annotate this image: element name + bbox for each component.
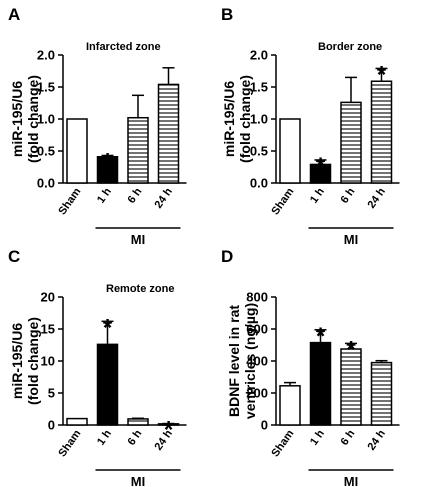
bar — [340, 101, 362, 184]
bar — [157, 83, 180, 184]
y-axis-label-line: (fold change) — [25, 317, 41, 405]
significance-asterisk: * — [377, 61, 387, 88]
group-label: MI — [131, 474, 145, 487]
y-tick-label: 5 — [48, 386, 55, 401]
significance-asterisk: * — [346, 336, 356, 363]
y-axis-label: miR-195/U6(fold change) — [9, 75, 41, 163]
panel-b: B Border zone miR-195/U6(fold change) 0.0 0.… — [221, 5, 400, 247]
x-tick-label: Sham — [56, 186, 83, 218]
y-tick-label: 200 — [246, 386, 268, 401]
significance-asterisk: * — [316, 153, 326, 180]
chart-title: Infarcted zone — [86, 41, 161, 53]
y-tick-label: 600 — [246, 322, 268, 337]
x-tick-label: 1 h — [95, 186, 114, 206]
y-tick-label: 0 — [261, 418, 268, 433]
y-axis-label: miR-195/U6(fold change) — [221, 75, 253, 163]
x-tick-label: 24 h — [152, 186, 175, 211]
y-tick-label: 400 — [246, 354, 268, 369]
x-tick-label: 1 h — [308, 186, 327, 206]
y-tick-label: 0.0 — [250, 176, 268, 191]
y-axis-label-line: (fold change) — [25, 75, 41, 163]
y-tick-label: 15 — [41, 322, 55, 337]
x-tick-label: 24 h — [366, 186, 389, 211]
y-tick-label: 1.0 — [37, 112, 55, 127]
y-axis-label-line: ventricles (ng/µg) — [242, 303, 258, 419]
x-tick-label: 6 h — [339, 186, 358, 206]
significance-asterisk: * — [103, 314, 113, 341]
x-tick-label: 1 h — [308, 428, 327, 448]
bar — [66, 118, 88, 184]
y-tick-label: 2.0 — [250, 48, 268, 63]
chart-title: Border zone — [318, 41, 382, 53]
y-tick-label: 0.5 — [250, 144, 268, 159]
panel-letter: C — [8, 247, 20, 266]
group-label: MI — [131, 232, 145, 247]
x-tick-label: Sham — [269, 186, 296, 218]
group-label: MI — [344, 232, 358, 247]
y-tick-label: 0.5 — [37, 144, 55, 159]
x-tick-label: 6 h — [126, 428, 145, 448]
bar — [279, 385, 301, 426]
y-tick-label: 20 — [41, 290, 55, 305]
panel-d: D BDNF level in ratventricles (ng/µg)0 200… — [221, 247, 400, 487]
x-tick-label: Sham — [269, 428, 296, 460]
y-axis-label-line: BDNF level in rat — [226, 305, 242, 417]
chart-title: Remote zone — [106, 283, 174, 295]
bar — [127, 418, 149, 426]
y-tick-label: 2.0 — [37, 48, 55, 63]
bar — [279, 118, 301, 184]
x-tick-label: 1 h — [95, 428, 114, 448]
y-tick-label: 1.5 — [37, 80, 55, 95]
x-tick-label: 24 h — [366, 428, 389, 453]
y-tick-label: 1.5 — [250, 80, 268, 95]
x-tick-label: 6 h — [339, 428, 358, 448]
y-tick-label: 1.0 — [250, 112, 268, 127]
x-tick-label: 6 h — [126, 186, 145, 206]
panel-letter: A — [8, 5, 20, 24]
panel-letter: D — [221, 247, 233, 266]
bar — [66, 417, 88, 426]
bar — [309, 341, 332, 426]
y-axis-label-line: miR-195/U6 — [9, 323, 25, 399]
group-label: MI — [344, 474, 358, 487]
y-tick-label: 0 — [48, 418, 55, 433]
y-axis-label-line: miR-195/U6 — [221, 81, 237, 157]
bar — [127, 116, 149, 184]
bar — [96, 343, 119, 426]
y-tick-label: 800 — [246, 290, 268, 305]
y-axis-label-line: miR-195/U6 — [9, 81, 25, 157]
y-axis-label: BDNF level in ratventricles (ng/µg) — [226, 303, 258, 419]
panel-letter: B — [221, 5, 233, 24]
y-tick-label: 10 — [41, 354, 55, 369]
y-axis-label: miR-195/U6(fold change) — [9, 317, 41, 405]
bar — [370, 80, 393, 184]
significance-asterisk: * — [103, 148, 113, 175]
significance-asterisk: * — [164, 417, 174, 444]
y-tick-label: 0.0 — [37, 176, 55, 191]
panel-c: C Remote zone miR-195/U6(fold change) 0 5 10 1… — [8, 247, 187, 487]
y-axis-label-line: (fold change) — [237, 75, 253, 163]
bar — [370, 361, 393, 426]
significance-asterisk: * — [316, 323, 326, 350]
x-tick-label: Sham — [56, 428, 83, 460]
